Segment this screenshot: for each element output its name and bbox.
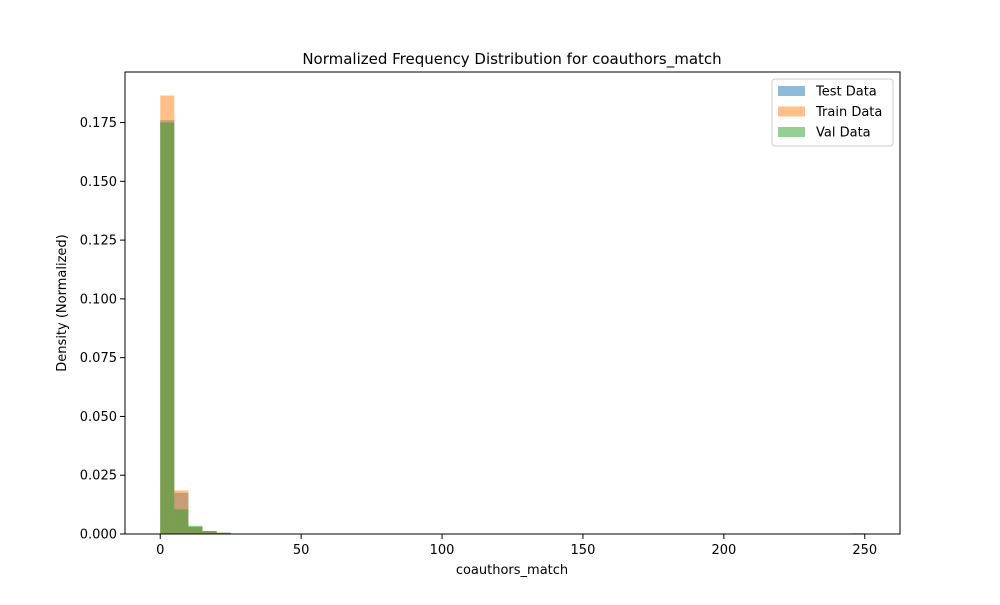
bar-val-data [160,122,175,534]
bar-val-data [174,509,189,534]
chart-title: Normalized Frequency Distribution for co… [302,50,721,69]
legend-swatch-test-data [778,86,805,96]
legend-swatch-train-data [778,106,805,117]
legend-label-val-data: Val Data [816,126,871,141]
y-tick-label: 0.050 [80,410,117,425]
y-tick-label: 0.100 [80,292,117,307]
x-axis-ticks: 0 50 100 150 200 250 [156,534,877,558]
plot-frame [124,71,901,535]
y-tick-label: 0.175 [80,116,117,131]
y-axis-ticks: 0.000 0.025 0.050 0.075 0.100 0.125 0.150 0.175 [80,116,125,543]
y-tick-label: 0.150 [80,175,117,190]
legend-label-train-data: Train Data [815,105,882,120]
x-tick-label: 150 [571,543,596,558]
series-val-data [160,122,245,535]
x-tick-label: 250 [852,543,877,558]
legend: Test Data Train Data Val Data [771,78,894,147]
histogram-bars [160,95,865,535]
legend-swatch-val-data [778,127,805,137]
x-axis-label: coauthors_match [456,563,568,578]
x-tick-label: 0 [156,543,164,558]
x-tick-label: 100 [430,543,455,558]
x-tick-label: 50 [293,543,310,558]
legend-label-test-data: Test Data [815,85,877,100]
series-test-data [160,120,865,535]
y-tick-label: 0.075 [80,351,117,366]
bar-val-data [216,532,231,534]
y-axis-label: Density (Normalized) [55,234,70,371]
y-tick-label: 0.125 [80,234,117,249]
y-tick-label: 0.000 [80,528,117,543]
x-tick-label: 200 [711,543,736,558]
bar-val-data [202,530,217,534]
y-tick-label: 0.025 [80,469,117,484]
bar-val-data [188,525,203,534]
